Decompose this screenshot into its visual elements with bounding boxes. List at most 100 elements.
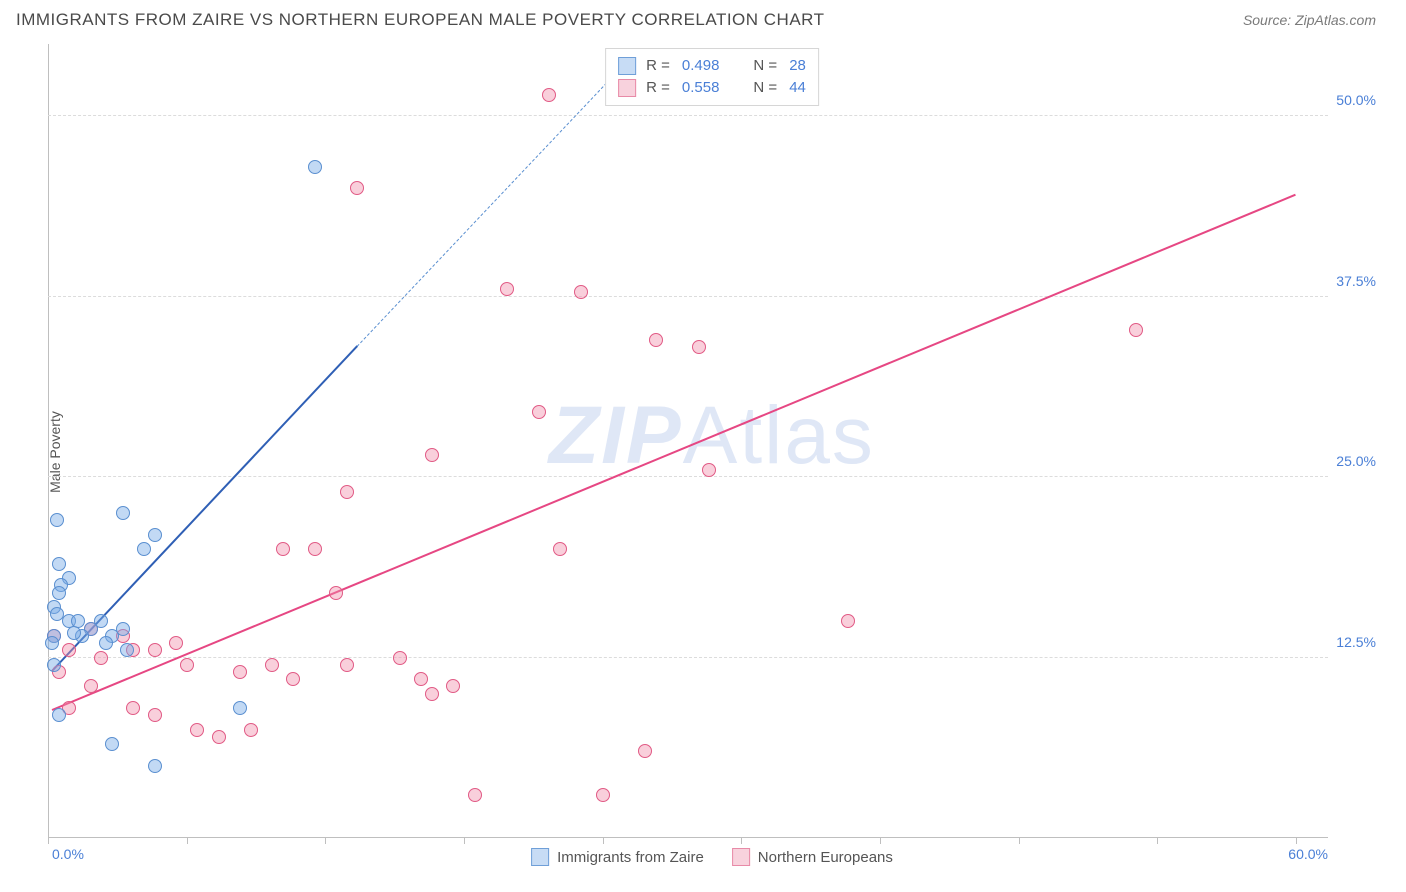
y-tick-label: 37.5% — [1336, 273, 1376, 289]
x-axis — [48, 837, 1328, 838]
scatter-point-northern-european — [340, 485, 354, 499]
stats-legend-row: R = 0.498 N = 28 — [618, 55, 806, 77]
scatter-point-northern-european — [841, 614, 855, 628]
legend-swatch — [531, 848, 549, 866]
x-tick — [1019, 838, 1020, 844]
n-value: 44 — [789, 77, 806, 99]
scatter-point-northern-european — [350, 181, 364, 195]
scatter-point-northern-european — [542, 88, 556, 102]
x-tick — [325, 838, 326, 844]
stats-legend-row: R = 0.558 N = 44 — [618, 77, 806, 99]
scatter-point-northern-european — [286, 672, 300, 686]
series-legend: Immigrants from Zaire Northern Europeans — [531, 848, 893, 866]
x-tick — [187, 838, 188, 844]
scatter-point-northern-european — [148, 708, 162, 722]
scatter-point-northern-european — [276, 542, 290, 556]
gridline — [48, 657, 1328, 658]
y-tick-label: 50.0% — [1336, 92, 1376, 108]
scatter-point-zaire — [120, 643, 134, 657]
n-label: N = — [753, 55, 777, 77]
r-value: 0.558 — [682, 77, 720, 99]
scatter-point-northern-european — [649, 333, 663, 347]
regression-line — [52, 194, 1296, 711]
scatter-point-northern-european — [94, 651, 108, 665]
scatter-point-zaire — [52, 557, 66, 571]
scatter-point-northern-european — [393, 651, 407, 665]
chart-area: Male Poverty ZIPAtlas 12.5%25.0%37.5%50.… — [48, 44, 1376, 860]
regression-line-extrapolated — [357, 65, 624, 347]
gridline — [48, 296, 1328, 297]
header: IMMIGRANTS FROM ZAIRE VS NORTHERN EUROPE… — [0, 0, 1406, 38]
x-tick — [48, 838, 49, 844]
scatter-point-northern-european — [233, 665, 247, 679]
n-label: N = — [753, 77, 777, 99]
scatter-point-northern-european — [244, 723, 258, 737]
scatter-point-northern-european — [169, 636, 183, 650]
stats-legend: R = 0.498 N = 28 R = 0.558 N = 44 — [605, 48, 819, 106]
r-label: R = — [646, 55, 670, 77]
scatter-point-northern-european — [446, 679, 460, 693]
r-label: R = — [646, 77, 670, 99]
series-label: Northern Europeans — [758, 849, 893, 866]
scatter-point-northern-european — [574, 285, 588, 299]
scatter-point-zaire — [52, 708, 66, 722]
scatter-point-northern-european — [596, 788, 610, 802]
scatter-point-northern-european — [425, 687, 439, 701]
scatter-point-northern-european — [126, 701, 140, 715]
series-label: Immigrants from Zaire — [557, 849, 704, 866]
scatter-point-northern-european — [553, 542, 567, 556]
scatter-point-northern-european — [148, 643, 162, 657]
gridline — [48, 115, 1328, 116]
scatter-point-northern-european — [1129, 323, 1143, 337]
x-tick — [880, 838, 881, 844]
scatter-point-zaire — [67, 626, 81, 640]
scatter-point-northern-european — [265, 658, 279, 672]
gridline — [48, 476, 1328, 477]
scatter-point-zaire — [45, 636, 59, 650]
scatter-point-zaire — [99, 636, 113, 650]
scatter-point-northern-european — [692, 340, 706, 354]
scatter-point-northern-european — [62, 643, 76, 657]
scatter-point-northern-european — [340, 658, 354, 672]
scatter-point-northern-european — [638, 744, 652, 758]
source-label: Source: ZipAtlas.com — [1243, 12, 1376, 28]
x-tick — [741, 838, 742, 844]
scatter-point-northern-european — [532, 405, 546, 419]
scatter-point-zaire — [308, 160, 322, 174]
n-value: 28 — [789, 55, 806, 77]
x-tick — [464, 838, 465, 844]
scatter-point-zaire — [52, 586, 66, 600]
scatter-point-northern-european — [468, 788, 482, 802]
scatter-point-northern-european — [329, 586, 343, 600]
scatter-point-zaire — [105, 737, 119, 751]
scatter-point-zaire — [233, 701, 247, 715]
scatter-point-northern-european — [414, 672, 428, 686]
scatter-point-northern-european — [180, 658, 194, 672]
series-legend-item: Northern Europeans — [732, 848, 893, 866]
x-tick — [1157, 838, 1158, 844]
x-max-label: 60.0% — [1288, 846, 1328, 862]
r-value: 0.498 — [682, 55, 720, 77]
series-legend-item: Immigrants from Zaire — [531, 848, 704, 866]
y-tick-label: 25.0% — [1336, 453, 1376, 469]
x-origin-label: 0.0% — [52, 846, 84, 862]
scatter-point-zaire — [148, 528, 162, 542]
chart-title: IMMIGRANTS FROM ZAIRE VS NORTHERN EUROPE… — [16, 10, 825, 30]
scatter-point-northern-european — [84, 679, 98, 693]
scatter-point-northern-european — [425, 448, 439, 462]
scatter-plot: ZIPAtlas 12.5%25.0%37.5%50.0% — [48, 44, 1376, 860]
scatter-point-northern-european — [212, 730, 226, 744]
scatter-point-northern-european — [308, 542, 322, 556]
legend-swatch — [618, 79, 636, 97]
scatter-point-zaire — [47, 658, 61, 672]
scatter-point-zaire — [94, 614, 108, 628]
scatter-point-northern-european — [702, 463, 716, 477]
scatter-point-zaire — [148, 759, 162, 773]
scatter-point-zaire — [116, 506, 130, 520]
y-tick-label: 12.5% — [1336, 634, 1376, 650]
scatter-point-zaire — [50, 513, 64, 527]
scatter-point-zaire — [50, 607, 64, 621]
legend-swatch — [618, 57, 636, 75]
y-axis — [48, 44, 49, 838]
scatter-point-northern-european — [500, 282, 514, 296]
